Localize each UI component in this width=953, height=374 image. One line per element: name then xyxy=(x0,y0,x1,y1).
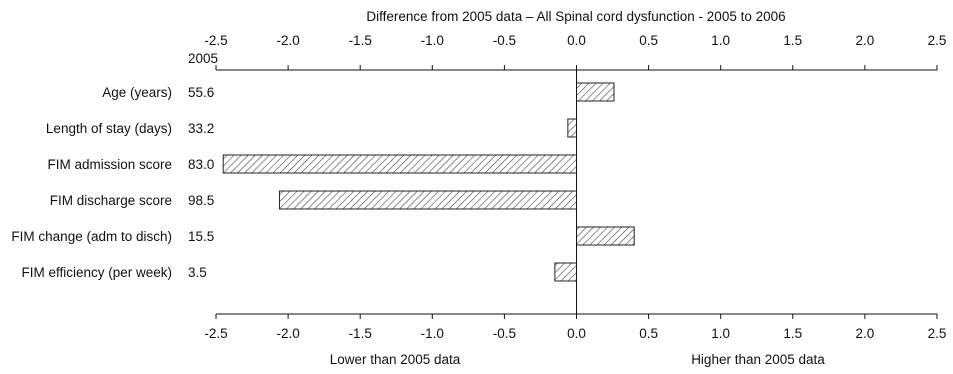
lower-than-label: Lower than 2005 data xyxy=(330,352,461,367)
category-label: FIM discharge score xyxy=(50,193,172,208)
baseline-value: 15.5 xyxy=(188,229,214,244)
x-tick-label: 0.0 xyxy=(567,33,586,48)
bar xyxy=(222,154,578,174)
x-tick-label: 0.0 xyxy=(567,326,586,341)
baseline-value: 33.2 xyxy=(188,121,214,136)
bar xyxy=(576,226,635,246)
category-labels: Age (years) Length of stay (days) FIM admi… xyxy=(11,85,172,280)
baseline-value: 98.5 xyxy=(188,193,214,208)
baseline-value: 55.6 xyxy=(188,85,214,100)
x-tick-label: 2.0 xyxy=(856,326,875,341)
x-tick-label: 1.0 xyxy=(711,33,730,48)
x-tick-label: -1.0 xyxy=(421,326,444,341)
category-label: FIM change (adm to disch) xyxy=(11,229,172,244)
baseline-value: 3.5 xyxy=(188,265,207,280)
x-tick-label: -1.5 xyxy=(349,326,372,341)
x-tick-label: -1.0 xyxy=(421,33,444,48)
x-tick-label: -2.0 xyxy=(276,326,299,341)
x-tick-label: 0.5 xyxy=(639,326,658,341)
category-label: Length of stay (days) xyxy=(46,121,172,136)
baseline-value: 83.0 xyxy=(188,157,214,172)
category-label: FIM admission score xyxy=(47,157,172,172)
x-tick-label: 2.0 xyxy=(856,33,875,48)
x-tick-label: -2.5 xyxy=(204,326,227,341)
x-tick-label: 0.5 xyxy=(639,33,658,48)
x-tick-label: 1.0 xyxy=(711,326,730,341)
higher-than-label: Higher than 2005 data xyxy=(691,352,825,367)
bars-group xyxy=(222,82,635,282)
bar xyxy=(576,82,615,102)
x-tick-label: 1.5 xyxy=(783,326,802,341)
x-tick-label: 1.5 xyxy=(783,33,802,48)
x-tick-label: -0.5 xyxy=(493,33,516,48)
bar xyxy=(567,118,578,138)
category-label: FIM efficiency (per week) xyxy=(21,265,172,280)
value-column-header: 2005 xyxy=(188,51,218,66)
x-tick-label: -1.5 xyxy=(349,33,372,48)
x-tick-label: -2.0 xyxy=(276,33,299,48)
x-tick-label: -0.5 xyxy=(493,326,516,341)
chart-title: Difference from 2005 data – All Spinal c… xyxy=(366,9,785,24)
x-tick-label: -2.5 xyxy=(204,33,227,48)
baseline-values: 55.6 33.2 83.0 98.5 15.5 3.5 xyxy=(188,85,214,280)
bar xyxy=(278,190,577,210)
category-label: Age (years) xyxy=(102,85,172,100)
bar xyxy=(554,262,577,282)
top-x-axis: -2.5 -2.0 -1.5 -1.0 -0.5 0.0 0.5 1.0 1.5 2.0 2.5 xyxy=(204,33,947,71)
x-tick-label: 2.5 xyxy=(928,33,947,48)
bottom-x-axis: -2.5 -2.0 -1.5 -1.0 -0.5 0.0 0.5 1.0 1.5 2.0 2.5 xyxy=(204,313,947,341)
x-tick-label: 2.5 xyxy=(928,326,947,341)
